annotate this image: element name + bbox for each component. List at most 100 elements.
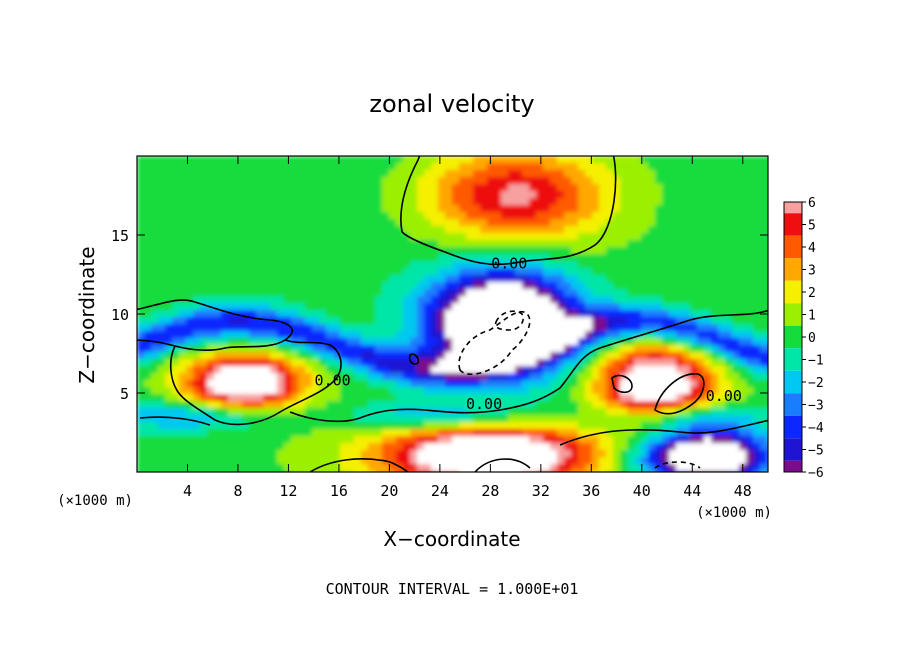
field-cell	[137, 184, 145, 192]
field-cell	[522, 163, 530, 171]
field-cell	[634, 233, 642, 241]
field-cell	[466, 198, 474, 206]
field-cell	[235, 247, 243, 255]
field-cell	[319, 254, 327, 262]
field-cell	[704, 443, 712, 451]
field-cell	[417, 163, 425, 171]
field-cell	[487, 247, 495, 255]
x-tick-label: 48	[734, 482, 752, 500]
field-cell	[592, 450, 600, 458]
field-cell	[669, 289, 677, 297]
field-cell	[333, 212, 341, 220]
field-cell	[662, 219, 670, 227]
field-cell	[382, 303, 390, 311]
field-cell	[340, 261, 348, 269]
field-cell	[144, 184, 152, 192]
field-cell	[634, 156, 642, 164]
field-cell	[606, 422, 614, 430]
field-cell	[333, 338, 341, 346]
field-cell	[473, 233, 481, 241]
field-cell	[172, 198, 180, 206]
field-cell	[725, 219, 733, 227]
field-cell	[312, 352, 320, 360]
field-cell	[235, 226, 243, 234]
field-cell	[235, 163, 243, 171]
field-cell	[676, 324, 684, 332]
field-cell	[424, 331, 432, 339]
field-cell	[641, 401, 649, 409]
field-cell	[207, 324, 215, 332]
field-cell	[137, 345, 145, 353]
field-cell	[277, 303, 285, 311]
field-cell	[284, 422, 292, 430]
field-cell	[550, 240, 558, 248]
field-cell	[704, 303, 712, 311]
field-cell	[263, 219, 271, 227]
field-cell	[340, 282, 348, 290]
field-cell	[445, 450, 453, 458]
field-cell	[480, 457, 488, 465]
field-cell	[732, 289, 740, 297]
field-cell	[711, 170, 719, 178]
field-cell	[298, 310, 306, 318]
field-cell	[557, 345, 565, 353]
field-cell	[193, 226, 201, 234]
field-cell	[193, 317, 201, 325]
field-cell	[459, 170, 467, 178]
field-cell	[690, 317, 698, 325]
field-cell	[291, 450, 299, 458]
colorbar-label: 0	[808, 331, 816, 346]
field-cell	[144, 352, 152, 360]
field-cell	[543, 296, 551, 304]
field-cell	[410, 422, 418, 430]
field-cell	[375, 275, 383, 283]
field-cell	[585, 345, 593, 353]
field-cell	[312, 394, 320, 402]
field-cell	[480, 331, 488, 339]
field-cell	[298, 282, 306, 290]
field-cell	[291, 261, 299, 269]
field-cell	[557, 373, 565, 381]
field-cell	[501, 317, 509, 325]
field-cell	[606, 359, 614, 367]
field-cell	[494, 212, 502, 220]
field-cell	[277, 352, 285, 360]
field-cell	[319, 464, 327, 472]
field-cell	[319, 401, 327, 409]
field-cell	[389, 233, 397, 241]
field-cell	[396, 317, 404, 325]
field-cell	[431, 212, 439, 220]
field-cell	[529, 457, 537, 465]
field-cell	[606, 338, 614, 346]
field-cell	[438, 394, 446, 402]
field-cell	[137, 198, 145, 206]
field-cell	[711, 345, 719, 353]
field-cell	[599, 191, 607, 199]
field-cell	[746, 240, 754, 248]
field-cell	[263, 198, 271, 206]
field-cell	[354, 191, 362, 199]
field-cell	[193, 387, 201, 395]
field-cell	[144, 394, 152, 402]
field-cell	[557, 233, 565, 241]
field-cell	[753, 429, 761, 437]
field-cell	[193, 191, 201, 199]
field-cell	[704, 359, 712, 367]
field-cell	[333, 170, 341, 178]
field-cell	[389, 275, 397, 283]
field-cell	[634, 205, 642, 213]
field-cell	[235, 338, 243, 346]
field-cell	[753, 261, 761, 269]
field-cell	[697, 261, 705, 269]
field-cell	[550, 366, 558, 374]
field-cell	[732, 163, 740, 171]
field-cell	[473, 177, 481, 185]
field-cell	[543, 233, 551, 241]
field-cell	[445, 415, 453, 423]
field-cell	[662, 163, 670, 171]
field-cell	[207, 464, 215, 472]
field-cell	[466, 345, 474, 353]
field-cell	[354, 156, 362, 164]
field-cell	[641, 233, 649, 241]
field-cell	[382, 422, 390, 430]
